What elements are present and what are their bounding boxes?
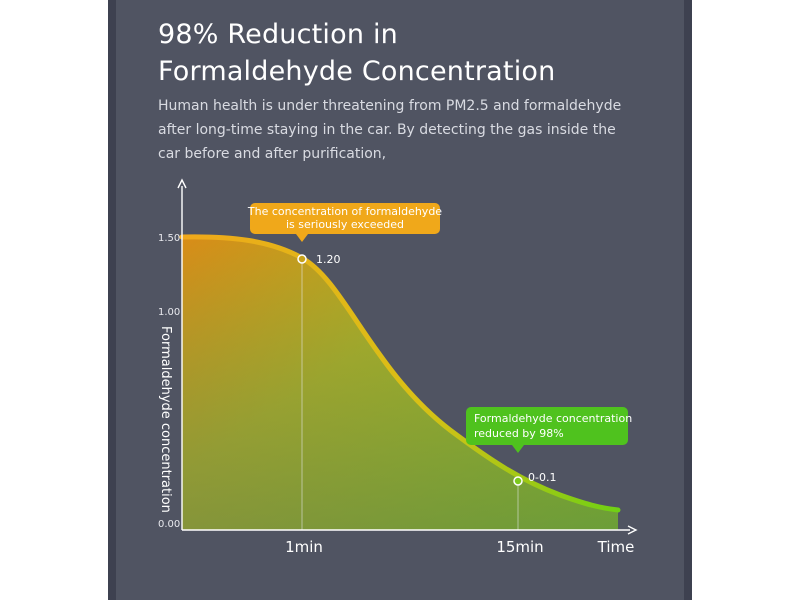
y-axis-title: Formaldehyde concentration (158, 326, 173, 513)
series-line (179, 234, 621, 513)
callout-exceeded: The concentration of formaldehyde is ser… (247, 203, 442, 242)
x-tick-label: 15min (496, 538, 543, 556)
callout-pointer (296, 234, 308, 242)
data-point (297, 254, 307, 264)
description-line-2: after long-time staying in the car. By d… (158, 122, 616, 138)
y-tick-label: 1.50 (158, 233, 180, 244)
x-axis-title: Time (597, 538, 635, 556)
y-axis-arrow (177, 178, 187, 189)
callout-box (466, 407, 628, 445)
callout-text: is seriously exceeded (286, 218, 404, 231)
page-title: 98% Reduction in Formaldehyde Concentrat… (158, 16, 678, 90)
description: Human health is under threatening from P… (158, 94, 658, 166)
x-tick-label: 1min (285, 538, 323, 556)
callout-pointer (512, 445, 524, 453)
callout-reduced: Formaldehyde concentration reduced by 98… (466, 407, 632, 453)
y-tick-label: 1.00 (158, 307, 180, 318)
callout-text: reduced by 98% (474, 427, 564, 440)
callout-text: The concentration of formaldehyde (247, 205, 442, 218)
x-axis-arrow (627, 525, 638, 535)
callout-text: Formaldehyde concentration (474, 412, 632, 425)
data-point-label: 0-0.1 (528, 471, 556, 484)
data-point-label: 1.20 (316, 253, 341, 266)
y-tick-label: 0.00 (158, 519, 180, 530)
callout-box (250, 203, 440, 234)
data-point (513, 476, 523, 486)
title-line-1: 98% Reduction in (158, 19, 398, 50)
description-line-1: Human health is under threatening from P… (158, 98, 622, 114)
description-line-3: car before and after purification, (158, 146, 387, 162)
title-line-2: Formaldehyde Concentration (158, 56, 556, 87)
